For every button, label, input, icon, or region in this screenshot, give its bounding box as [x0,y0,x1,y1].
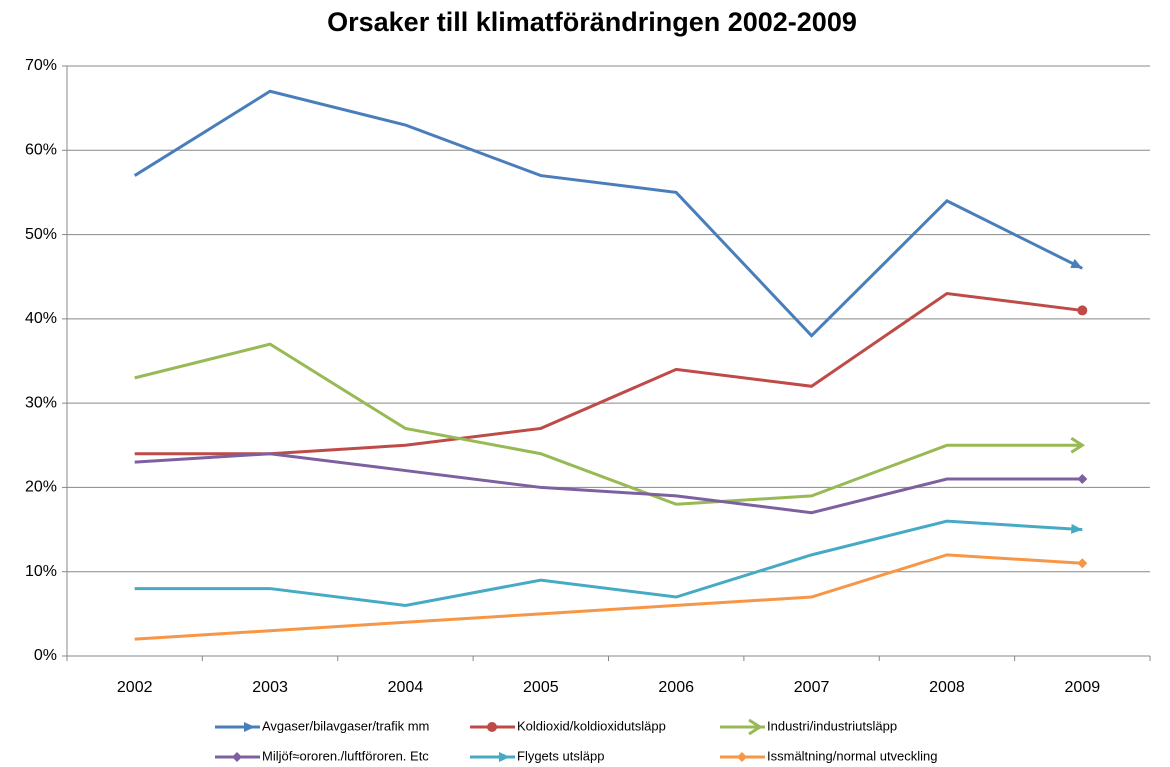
x-tick-label: 2007 [794,679,830,696]
marker [748,718,763,736]
x-tick-label: 2008 [929,679,965,696]
legend-label: Miljöf≈ororen./luftföroren. Etc [262,748,429,763]
series-line [134,292,1083,456]
x-tick-label: 2009 [1065,679,1101,696]
x-tick-label: 2002 [117,679,153,696]
y-tick-label: 30% [25,394,57,411]
marker [1077,558,1088,569]
marker [1070,258,1083,269]
legend-label: Issmältning/normal utveckling [767,748,938,763]
marker [1071,523,1083,534]
y-tick-label: 10% [25,563,57,580]
marker [737,752,747,762]
series-line [134,342,1083,506]
marker [1077,474,1088,484]
marker [1077,305,1088,316]
x-tick-label: 2005 [523,679,559,696]
y-tick-label: 0% [34,647,57,664]
legend-label: Koldioxid/koldioxidutsläpp [517,718,666,733]
x-tick-label: 2004 [388,679,424,696]
marker [499,752,510,762]
chart-title: Orsaker till klimatförändringen 2002-200… [327,7,857,37]
marker [1070,437,1086,454]
legend-label: Avgaser/bilavgaser/trafik mm [262,718,429,733]
legend-label: Industri/industriutsläpp [767,718,897,733]
y-tick-label: 20% [25,479,57,496]
x-tick-label: 2006 [658,679,694,696]
y-tick-label: 60% [25,142,57,159]
marker [487,722,497,732]
series-line [133,89,1083,338]
legend: Avgaser/bilavgaser/trafik mm Koldioxid/ko… [215,718,938,763]
series-line [134,452,1083,515]
legend-label: Flygets utsläpp [517,748,604,763]
y-tick-label: 50% [25,226,57,243]
x-tick-label: 2003 [252,679,288,696]
marker [244,722,255,732]
y-tick-label: 40% [25,310,57,327]
y-tick-label: 70% [25,57,57,74]
marker [232,752,242,762]
series-line [134,553,1083,641]
series-line [134,519,1083,607]
